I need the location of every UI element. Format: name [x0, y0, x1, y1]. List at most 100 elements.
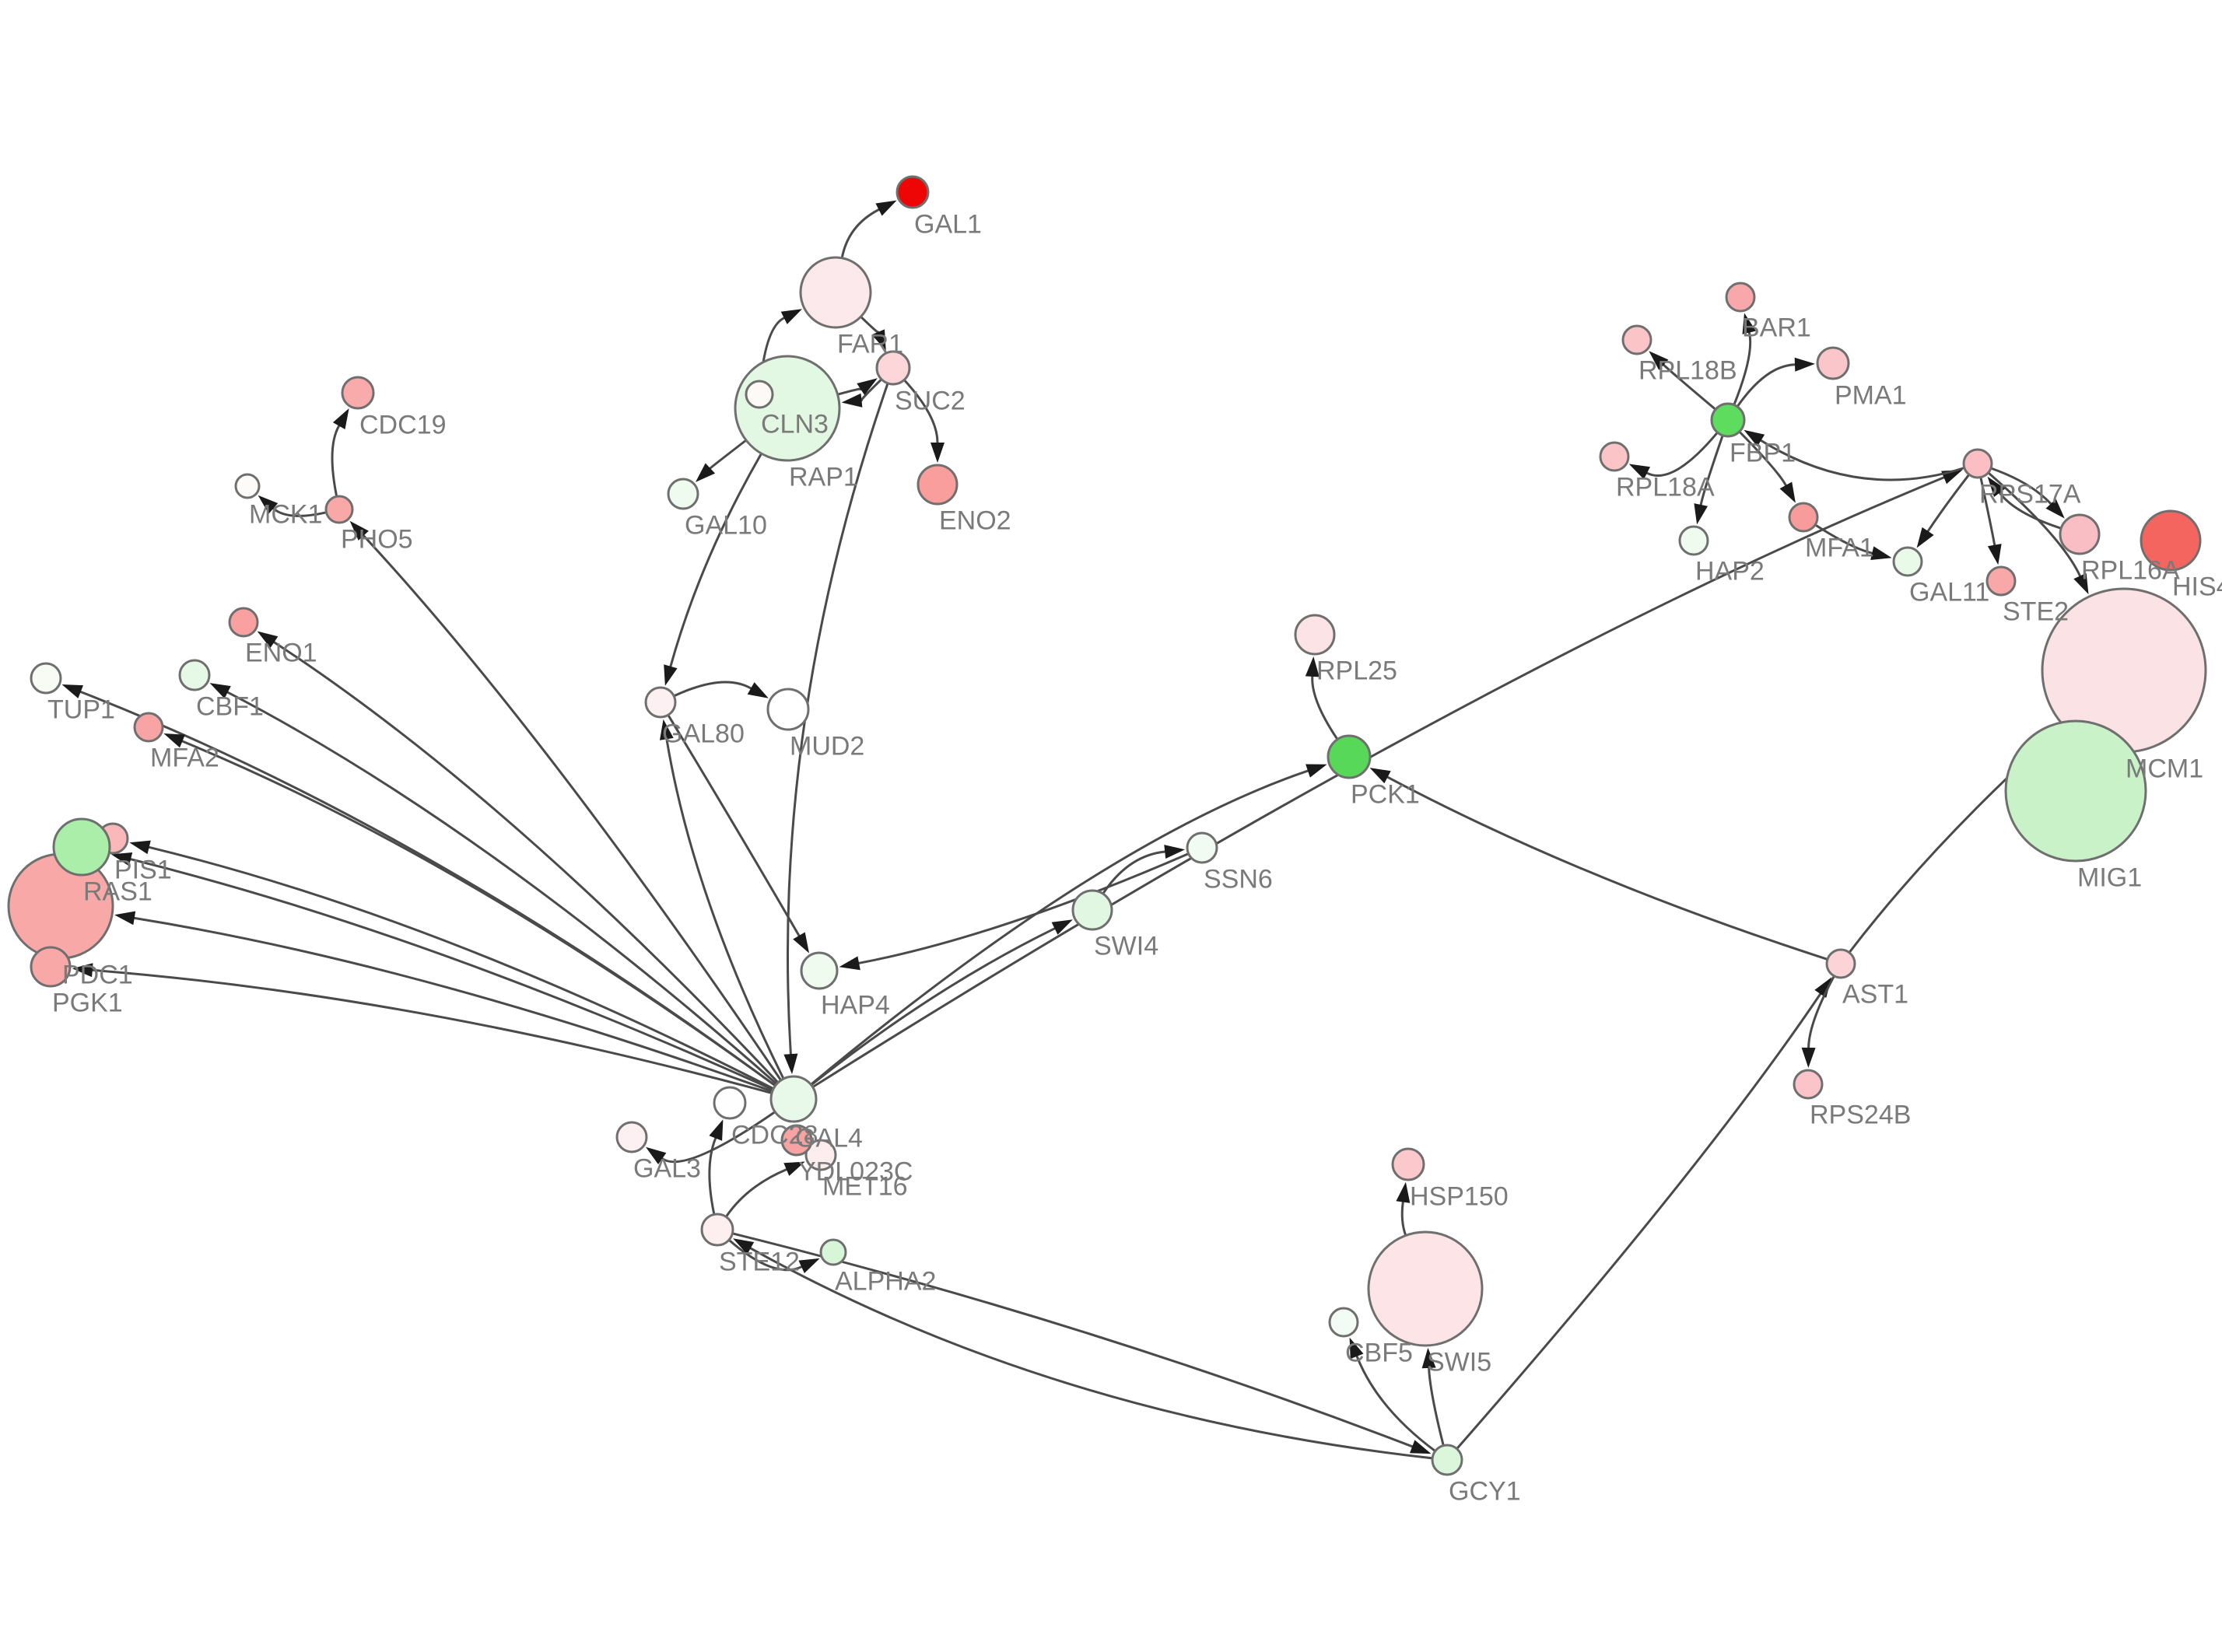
edge-GAL4-RAS1[interactable] [129, 858, 775, 1091]
edge-GAL4-CBF1[interactable] [226, 691, 778, 1086]
node-BAR1[interactable] [1725, 282, 1756, 313]
node-STE12[interactable] [700, 1213, 734, 1247]
node-RPS17A[interactable] [1962, 448, 1993, 479]
edge-RPS17A-RPL16A[interactable] [1989, 467, 2052, 506]
edge-GCY1-SWI5[interactable] [1428, 1367, 1445, 1447]
edge-GAL4-PIS1[interactable] [148, 845, 775, 1090]
edge-GAL4-RPS17A[interactable] [811, 476, 1945, 1089]
edge-PHO5-CDC19[interactable] [331, 425, 341, 498]
node-PMA1[interactable] [1816, 346, 1850, 380]
edge-SWI5-HSP150[interactable] [1400, 1201, 1407, 1237]
edge-STE12-MET16[interactable] [724, 1168, 788, 1218]
edge-FBP1-MFA1[interactable] [1738, 430, 1787, 487]
edge-RAP1-SUC2[interactable] [836, 387, 863, 396]
edge-GAL4-PGK1[interactable] [91, 968, 773, 1094]
node-GAL1[interactable] [895, 175, 930, 209]
edge-SSN6-HAP4[interactable] [857, 852, 1190, 964]
edge-GCY1-STE12[interactable] [749, 1247, 1434, 1460]
node-ENO2[interactable] [916, 464, 959, 506]
node-SUC2[interactable] [875, 350, 911, 386]
edge-GAL4-PDC1[interactable] [133, 916, 774, 1093]
edge-PCK1-RPL25[interactable] [1311, 675, 1339, 741]
node-ALPHA2[interactable] [819, 1238, 847, 1266]
edge-GAL4-SWI4[interactable] [810, 927, 1056, 1087]
edge-GAL80-MUD2[interactable] [672, 681, 752, 698]
node-RPL16A[interactable] [2059, 513, 2101, 555]
edge-AST1-PCK1[interactable] [1386, 775, 1829, 961]
node-MFA2[interactable] [133, 712, 164, 743]
node-GAL11[interactable] [1892, 546, 1923, 577]
node-TUP1[interactable] [30, 662, 62, 695]
node-CDC19[interactable] [341, 376, 375, 410]
edge-SUC2-ENO2[interactable] [902, 379, 939, 444]
node-GAL3[interactable] [615, 1121, 648, 1153]
edge-FBP1-BAR1[interactable] [1733, 331, 1752, 406]
node-RPL25[interactable] [1294, 614, 1336, 656]
node-SWI4[interactable] [1071, 889, 1113, 931]
node-CBF5[interactable] [1328, 1307, 1359, 1338]
node-MET16[interactable] [804, 1139, 837, 1171]
edge-FBP1-RPL18A[interactable] [1645, 431, 1719, 477]
edge-GCY1-CBF5[interactable] [1355, 1355, 1437, 1453]
node-PCK1[interactable] [1327, 734, 1372, 779]
node-GAL80[interactable] [644, 686, 677, 719]
edge-RAP1-GAL10[interactable] [709, 439, 748, 470]
node-MCK1[interactable] [234, 473, 261, 499]
node-GCY1[interactable] [1431, 1444, 1463, 1476]
edge-MFA1-GAL11[interactable] [1814, 523, 1873, 555]
edge-GAL4-PHO5[interactable] [362, 534, 783, 1082]
node-RPL18B[interactable] [1621, 324, 1652, 355]
node-ENO1[interactable] [228, 607, 259, 638]
edge-FBP1-HAP2[interactable] [1699, 434, 1724, 506]
edge-GAL4-TUP1[interactable] [79, 691, 777, 1087]
node-GAL10[interactable] [667, 478, 699, 510]
edge-AST1-RPS24B[interactable] [1807, 975, 1835, 1049]
node-PGK1[interactable] [30, 946, 72, 988]
node-YDL023C[interactable] [780, 1124, 813, 1157]
node-MUD2[interactable] [766, 688, 810, 731]
edge-GAL80-HAP4[interactable] [667, 713, 801, 937]
node-STE2[interactable] [1985, 565, 2017, 597]
node-GAL4[interactable] [769, 1075, 818, 1123]
edge-FBP1-PMA1[interactable] [1736, 363, 1796, 408]
edge-STE12-CDC28[interactable] [708, 1137, 717, 1216]
edge-FBP1-RPL18B[interactable] [1662, 363, 1717, 411]
edge-GAL4-GAL80[interactable] [665, 737, 785, 1080]
edge-PHO5-MCK1[interactable] [272, 507, 328, 517]
edge-STE12-ALPHA2[interactable] [727, 1238, 803, 1272]
node-MFA1[interactable] [1788, 502, 1819, 533]
node-CBF1[interactable] [178, 659, 211, 691]
edge-RPS17A-FBP1[interactable] [1760, 439, 1966, 481]
node-CLN3[interactable] [745, 380, 774, 409]
edge-GAL4-MFA2[interactable] [180, 740, 777, 1087]
edge-GAL4-PCK1[interactable] [809, 769, 1309, 1086]
edge-SWI4-SSN6[interactable] [1102, 850, 1166, 895]
node-SWI5[interactable] [1367, 1230, 1484, 1347]
node-RAP1[interactable] [734, 355, 841, 462]
node-RAS1[interactable] [52, 817, 111, 877]
edge-RPL16A-RPS17A[interactable] [1998, 492, 2063, 530]
node-FAR1[interactable] [799, 256, 872, 329]
edge-GCY1-AST1[interactable] [1456, 992, 1822, 1451]
node-HIS4[interactable] [2140, 509, 2202, 572]
node-HAP4[interactable] [800, 951, 839, 990]
edge-RPS17A-GAL11[interactable] [1926, 473, 1971, 533]
node-CDC28[interactable] [713, 1086, 747, 1120]
node-AST1[interactable] [1825, 948, 1856, 979]
node-FBP1[interactable] [1710, 402, 1746, 438]
edge-FAR1-GAL1[interactable] [840, 208, 880, 260]
edge-RAP1-GAL80[interactable] [669, 452, 763, 668]
edge-RPS17A-STE2[interactable] [1979, 476, 1996, 547]
node-PHO5[interactable] [324, 495, 354, 524]
edge-FAR1-SUC2[interactable] [859, 315, 880, 334]
node-RPS24B[interactable] [1793, 1069, 1824, 1100]
node-HSP150[interactable] [1391, 1147, 1425, 1181]
edge-GAL4-ENO1[interactable] [272, 641, 780, 1084]
node-SSN6[interactable] [1186, 831, 1218, 864]
edge-GAL4-GAL3[interactable] [661, 1111, 776, 1164]
edge-RPS17A-MCM1[interactable] [1987, 471, 2081, 577]
node-MIG1[interactable] [2004, 719, 2147, 863]
node-HAP2[interactable] [1678, 525, 1709, 556]
node-RPL18A[interactable] [1599, 441, 1630, 472]
